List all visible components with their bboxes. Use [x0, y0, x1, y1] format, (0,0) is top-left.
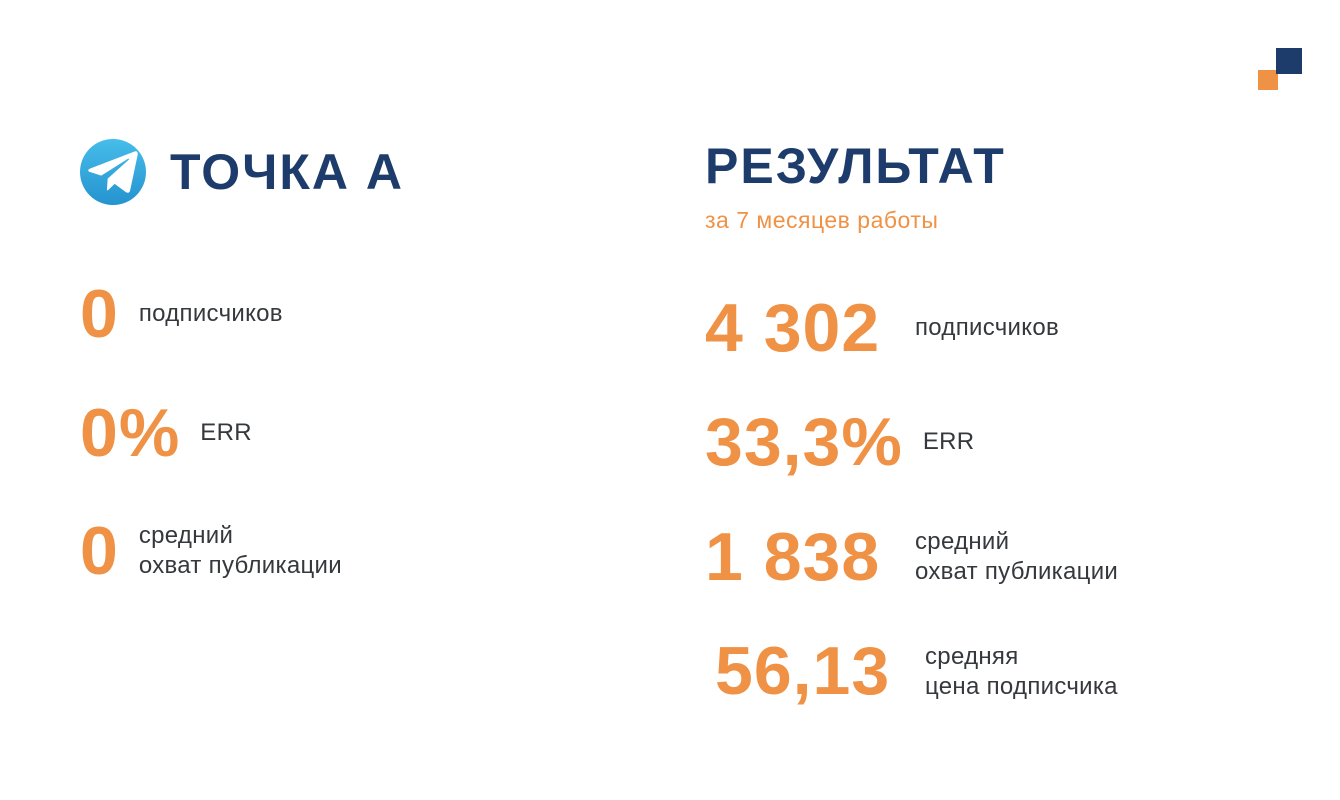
- point-a-header: ТОЧКА А: [80, 138, 620, 206]
- brand-logo: [1258, 48, 1302, 90]
- stat-value: 0: [80, 513, 119, 590]
- stat-avg-reach-before: 0 средний охват публикации: [80, 513, 620, 590]
- stat-label: средняя цена подписчика: [925, 642, 1118, 702]
- logo-orange-square-icon: [1258, 70, 1278, 90]
- stat-subscribers-before: 0 подписчиков: [80, 276, 620, 352]
- point-a-stats: 0 подписчиков 0% ERR 0 средний охват пуб…: [80, 276, 620, 590]
- stat-label-line: средний: [138, 522, 234, 550]
- stat-label: ERR: [923, 427, 975, 457]
- stat-label: средний охват публикации: [915, 527, 1118, 587]
- stat-value: 4 302: [705, 289, 881, 366]
- stat-value: 0: [80, 276, 119, 352]
- result-subtitle: за 7 месяцев работы: [705, 206, 939, 233]
- stat-label-line: средний: [915, 527, 1010, 555]
- result-section: РЕЗУЛЬТАТ за 7 месяцев работы 4 302 подп…: [705, 138, 1285, 710]
- stat-label-line: подписчиков: [915, 313, 1060, 341]
- stat-value: 0%: [80, 394, 181, 471]
- stat-label-line: ERR: [200, 418, 252, 446]
- stat-label-line: охват публикации: [138, 552, 342, 580]
- stat-label: средний охват публикации: [139, 521, 342, 581]
- stat-label-line: подписчиков: [138, 300, 283, 328]
- stat-label-line: ERR: [922, 428, 975, 456]
- telegram-icon: [80, 139, 146, 205]
- stat-value: 33,3%: [705, 404, 903, 481]
- logo-navy-square-icon: [1276, 48, 1302, 74]
- stat-value: 1 838: [705, 518, 881, 595]
- stat-err-before: 0% ERR: [80, 394, 620, 471]
- stat-label: подписчиков: [139, 299, 283, 329]
- point-a-section: ТОЧКА А 0 подписчиков 0% ERR 0 средний о…: [80, 138, 620, 590]
- stat-subscribers-after: 4 302 подписчиков: [705, 289, 1285, 366]
- stat-label-line: охват публикации: [915, 557, 1119, 585]
- stat-avg-reach-after: 1 838 средний охват публикации: [705, 518, 1285, 595]
- stat-label-line: средняя: [925, 642, 1019, 670]
- stat-label: ERR: [200, 418, 252, 448]
- result-stats: 4 302 подписчиков 33,3% ERR 1 838 средни…: [705, 289, 1285, 710]
- stat-label-line: цена подписчика: [925, 672, 1118, 700]
- section-title-result: РЕЗУЛЬТАТ: [705, 138, 1006, 194]
- stat-value: 56,13: [715, 633, 891, 710]
- section-title-point-a: ТОЧКА А: [170, 143, 404, 200]
- stat-err-after: 33,3% ERR: [705, 404, 1285, 481]
- stat-avg-subscriber-cost: 56,13 средняя цена подписчика: [705, 633, 1285, 710]
- stat-label: подписчиков: [915, 313, 1059, 343]
